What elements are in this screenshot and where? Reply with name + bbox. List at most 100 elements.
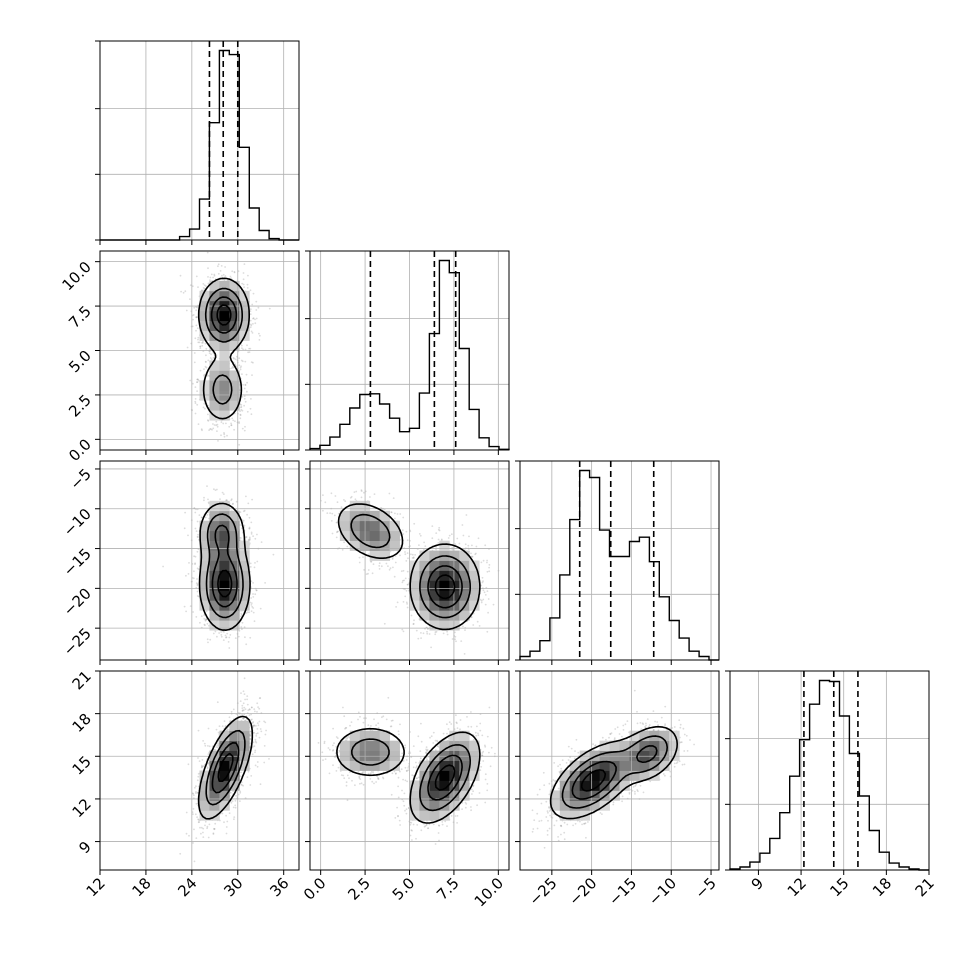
sample-point <box>250 597 253 599</box>
sample-point <box>419 534 422 537</box>
density-cell <box>219 280 230 292</box>
density-cell <box>229 370 240 381</box>
sample-point <box>206 374 209 377</box>
density-cell <box>219 310 230 322</box>
density-cell <box>229 400 240 411</box>
sample-point <box>225 636 227 639</box>
sample-point <box>255 309 258 311</box>
sample-point <box>230 367 233 370</box>
sample-point <box>404 553 407 556</box>
density-cell <box>199 330 210 341</box>
sample-point <box>180 290 183 293</box>
sample-point <box>231 417 234 420</box>
sample-point <box>249 566 252 568</box>
density-cell <box>229 380 240 391</box>
sample-point <box>235 500 238 503</box>
sample-point <box>249 636 252 639</box>
sample-point <box>231 365 234 368</box>
sample-point <box>210 353 213 356</box>
sample-point <box>250 533 253 535</box>
sample-point <box>194 555 197 558</box>
sample-point <box>256 533 258 536</box>
sample-point <box>209 428 212 430</box>
sample-point <box>207 501 210 504</box>
sample-point <box>249 319 252 322</box>
sample-point <box>399 554 401 557</box>
sample-point <box>207 359 210 362</box>
sample-point <box>405 530 408 533</box>
sample-point <box>194 402 197 404</box>
sample-point <box>334 495 337 497</box>
density-cell <box>199 290 210 302</box>
sample-point <box>240 408 243 411</box>
sample-point <box>252 292 255 295</box>
sample-point <box>247 274 249 277</box>
sample-point <box>194 386 197 388</box>
sample-point <box>402 516 405 519</box>
sample-point <box>250 323 252 326</box>
sample-point <box>204 342 207 345</box>
sample-point <box>463 653 466 655</box>
sample-point <box>196 567 199 570</box>
sample-point <box>250 521 253 524</box>
sample-point <box>241 409 244 412</box>
sample-point <box>246 283 249 286</box>
sample-point <box>220 631 223 633</box>
sample-point <box>252 317 255 320</box>
sample-point <box>486 561 488 564</box>
sample-point <box>245 495 247 498</box>
sample-point <box>228 636 231 639</box>
sample-point <box>225 422 227 425</box>
sample-point <box>394 561 397 564</box>
density-cell <box>219 320 230 331</box>
sample-point <box>194 400 197 403</box>
sample-point <box>224 266 227 268</box>
sample-point <box>402 569 405 572</box>
sample-point <box>185 309 188 312</box>
sample-point <box>246 381 249 384</box>
sample-point <box>411 557 414 559</box>
sample-point <box>250 531 253 534</box>
sample-point <box>442 632 445 635</box>
sample-point <box>250 580 253 583</box>
sample-point <box>341 549 344 551</box>
sample-point <box>239 511 242 513</box>
sample-point <box>194 398 197 400</box>
sample-point <box>248 347 251 350</box>
sample-point <box>240 365 243 368</box>
sample-point <box>480 561 483 564</box>
sample-point <box>233 357 236 360</box>
sample-point <box>194 527 197 530</box>
sample-point <box>246 390 248 393</box>
sample-point <box>331 532 334 535</box>
density-cell <box>199 570 210 581</box>
sample-point <box>395 606 397 608</box>
sample-point <box>252 535 255 537</box>
sample-point <box>197 536 199 538</box>
sample-point <box>194 337 197 340</box>
sample-point <box>228 425 231 428</box>
sample-point <box>185 610 188 613</box>
sample-point <box>258 339 261 341</box>
sample-point <box>472 624 475 626</box>
sample-point <box>391 558 394 560</box>
density-cell <box>199 380 210 391</box>
sample-point <box>410 553 412 556</box>
sample-point <box>369 496 371 498</box>
sample-point <box>354 498 357 501</box>
sample-point <box>195 309 198 312</box>
sample-point <box>394 512 396 515</box>
sample-point <box>243 286 246 289</box>
sample-point <box>203 496 205 499</box>
sample-point <box>194 563 196 566</box>
sample-point <box>249 310 252 312</box>
sample-point <box>438 529 441 532</box>
sample-point <box>249 562 252 565</box>
sample-point <box>252 323 254 325</box>
sample-point <box>431 537 434 540</box>
sample-point <box>378 568 381 570</box>
sample-point <box>346 545 349 548</box>
sample-point <box>244 360 247 363</box>
density-cell <box>219 380 230 391</box>
sample-point <box>203 368 205 370</box>
